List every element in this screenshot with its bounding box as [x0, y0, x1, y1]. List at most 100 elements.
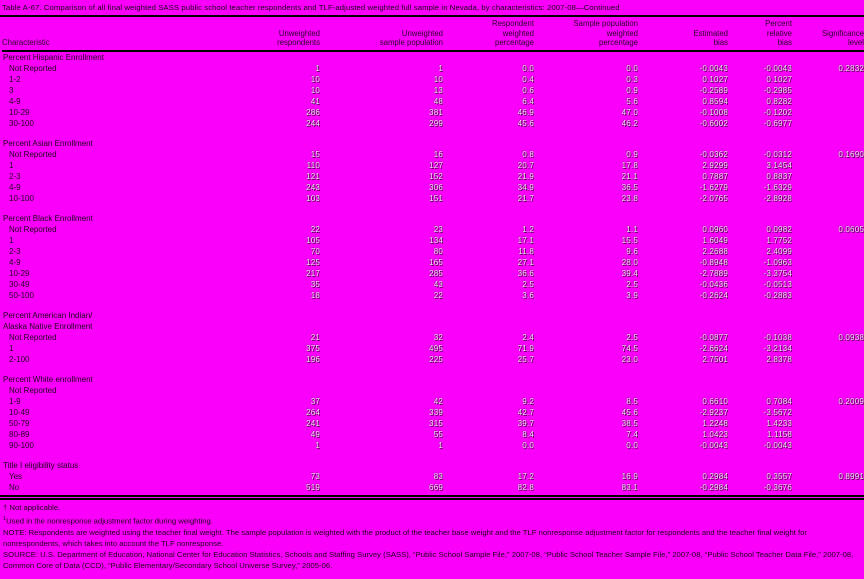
column-header: Unweighted respondents: [232, 17, 320, 52]
cell-value: 0.0938: [838, 332, 864, 342]
cell-value: [638, 385, 728, 396]
cell-value: 17.2: [517, 471, 534, 481]
table-row: 10-29 217 285 36.6 39.4 -2.7889 -3.3754: [2, 268, 864, 279]
section-gap: [2, 451, 864, 460]
cell-value: 15: [310, 149, 320, 159]
cell-value: [792, 440, 864, 451]
cell-value: 70: [310, 246, 320, 256]
section-gap-cell: [2, 129, 864, 138]
row-label: Not Reported: [9, 149, 57, 159]
cell-value: 285: [429, 268, 443, 278]
row-label: 2-100: [9, 354, 30, 364]
header-row: Characteristic Unweighted respondents Unwe…: [2, 17, 864, 52]
cell-value: 0.2984: [702, 471, 728, 481]
row-label: 1: [9, 343, 14, 353]
section-gap-cell: [2, 365, 864, 374]
cell-value: 0.1690: [838, 149, 864, 159]
cell-value: 243: [306, 182, 320, 192]
cell-value: 2.2688: [702, 246, 728, 256]
cell-value: 7.4: [626, 429, 638, 439]
table-row: 4-9 125 165 27.1 28.0 -0.8948 -1.0963: [2, 257, 864, 268]
cell-value: 134: [429, 235, 443, 245]
cell-value: 37: [310, 396, 320, 406]
cell-value: 2.8378: [766, 354, 792, 364]
cell-value: 1: [438, 440, 443, 450]
table-row: 2-3 121 152 21.9 21.1 0.7887 0.8837: [2, 171, 864, 182]
cell-value: 105: [306, 235, 320, 245]
cell-value: 20.7: [517, 160, 534, 170]
cell-value: 48: [433, 96, 443, 106]
cell-value: 18: [310, 290, 320, 300]
cell-value: 47.0: [621, 107, 638, 117]
cell-value: [792, 107, 864, 118]
section-heading-row: Percent Asian Enrollment: [2, 138, 864, 149]
cell-value: 0.9: [626, 85, 638, 95]
footnote-1-text: Used in the nonresponse adjustment facto…: [6, 516, 213, 526]
cell-value: 1: [315, 63, 320, 73]
cell-value: 264: [306, 407, 320, 417]
cell-value: 41: [310, 96, 320, 106]
table-row: Not Reported 21 32 2.4 2.5 -0.0877 -0.1038 0.09…: [2, 332, 864, 343]
cell-value: [792, 182, 864, 193]
cell-value: 1.1: [626, 224, 638, 234]
cell-value: 244: [306, 118, 320, 128]
cell-value: 74.5: [621, 343, 638, 353]
cell-value: -2.0765: [699, 193, 728, 203]
cell-value: [792, 429, 864, 440]
table-row: 2-100 196 225 25.7 23.0 2.7501 2.8378: [2, 354, 864, 365]
cell-value: 49: [310, 429, 320, 439]
table-row: Not Reported 1 1 0.0 0.0 -0.0043 -0.0043 0.2832: [2, 63, 864, 74]
cell-value: 306: [429, 182, 443, 192]
cell-value: -3.3754: [763, 268, 792, 278]
table-row: Not Reported: [2, 385, 864, 396]
table-row: Not Reported 15 16 0.8 0.9 -0.0362 -0.0312 0.16…: [2, 149, 864, 160]
footnote-note: NOTE: Respondents are weighted using the…: [3, 528, 807, 548]
cell-value: [792, 407, 864, 418]
table-bottom-divider: [0, 494, 864, 500]
cell-value: -0.0043: [763, 440, 792, 450]
cell-value: 46.9: [517, 107, 534, 117]
table-row: 1-9 37 42 9.2 8.5 0.6610 0.7084 0.2009: [2, 396, 864, 407]
cell-value: -0.1038: [763, 332, 792, 342]
cell-value: [792, 290, 864, 301]
cell-value: 45.6: [621, 407, 638, 417]
section-heading-row: Percent Black Enrollment: [2, 213, 864, 224]
cell-value: 299: [429, 118, 443, 128]
row-label: Not Reported: [9, 224, 57, 234]
cell-value: -0.2984: [699, 482, 728, 492]
row-label: 90-100: [9, 440, 34, 450]
cell-value: 39.4: [621, 268, 638, 278]
cell-value: 17.8: [621, 160, 638, 170]
table-row: Not Reported 22 23 1.2 1.1 0.0960 0.0982 0.0605: [2, 224, 864, 235]
cell-value: 0.0982: [766, 224, 792, 234]
cell-value: -0.2883: [763, 290, 792, 300]
row-label: Not Reported: [9, 332, 57, 342]
row-label: Not Reported: [9, 385, 57, 395]
cell-value: 1.6049: [702, 235, 728, 245]
cell-value: -0.0312: [763, 149, 792, 159]
cell-value: 55: [433, 429, 443, 439]
cell-value: [792, 160, 864, 171]
section-heading: Percent American Indian/ Alaska Native E…: [3, 310, 93, 331]
cell-value: 21.1: [621, 171, 638, 181]
title-divider: [0, 15, 864, 17]
cell-value: [792, 385, 864, 396]
cell-value: 0.6610: [702, 396, 728, 406]
cell-value: 0.2009: [838, 396, 864, 406]
row-label: 50-79: [9, 418, 30, 428]
cell-value: 0.9: [626, 149, 638, 159]
column-header: Unweighted sample population: [320, 17, 443, 52]
cell-value: -2.6624: [699, 343, 728, 353]
table-row: 50-79 241 315 39.7 38.5 1.2248 1.4233: [2, 418, 864, 429]
cell-value: 10: [433, 74, 443, 84]
cell-value: 125: [306, 257, 320, 267]
cell-value: [443, 385, 534, 396]
cell-value: 82.8: [517, 482, 534, 492]
cell-value: -1.6329: [763, 182, 792, 192]
row-label: 1-2: [9, 74, 21, 84]
section-heading-row: Percent White enrollment: [2, 374, 864, 385]
cell-value: 165: [429, 257, 443, 267]
cell-value: [792, 279, 864, 290]
cell-value: 217: [306, 268, 320, 278]
cell-value: 103: [306, 193, 320, 203]
